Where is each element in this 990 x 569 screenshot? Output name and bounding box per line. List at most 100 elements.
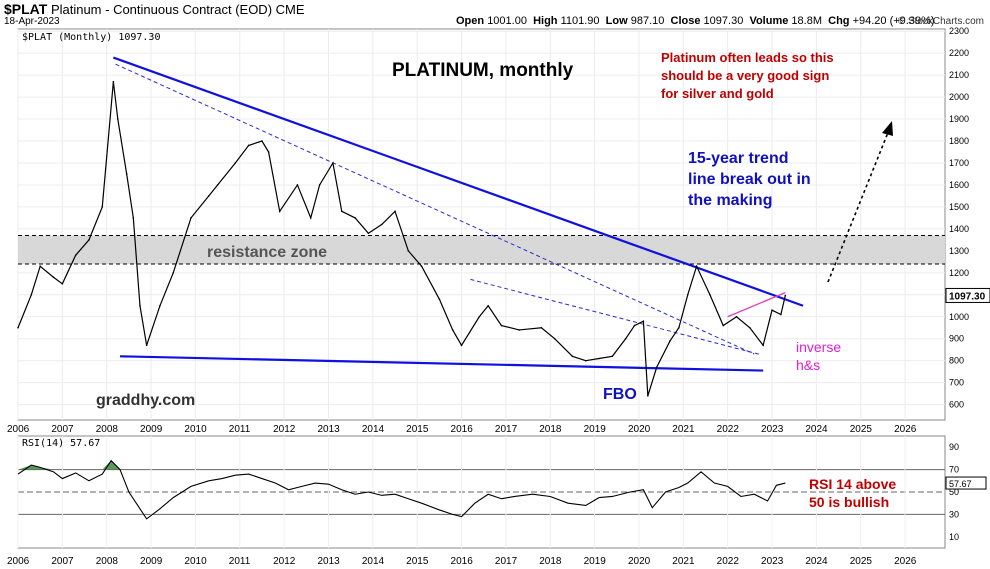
price-point (553, 337, 556, 340)
price-point (261, 140, 263, 142)
price-y-tick: 2000 (949, 92, 969, 102)
price-point (332, 162, 334, 164)
price-point (487, 304, 489, 307)
rsi-x-tick: 2006 (7, 556, 30, 567)
open-value: 1001.00 (487, 15, 527, 27)
price-point (407, 250, 410, 252)
chart-title: PLATINUM, monthly (392, 60, 574, 81)
price-point (267, 151, 270, 153)
price-y-tick: 800 (949, 356, 964, 366)
rsi-note-line-2: 50 is bullish (809, 494, 889, 510)
rsi-note-line-1: RSI 14 above (809, 476, 896, 492)
price-point (61, 283, 64, 285)
price-point (771, 309, 773, 311)
price-y-tick: 2100 (949, 70, 969, 80)
low-label: Low (605, 15, 628, 27)
chart-date: 18-Apr-2023 (4, 16, 60, 27)
price-x-tick: 2010 (184, 424, 207, 435)
price-point (190, 217, 192, 219)
price-point (309, 217, 312, 219)
price-point (438, 298, 441, 300)
price-y-tick: 1200 (949, 268, 969, 278)
rsi-overbought-fill (18, 460, 121, 470)
price-x-tick: 2018 (539, 424, 562, 435)
price-x-tick: 2026 (894, 424, 917, 435)
price-point (88, 239, 90, 241)
rsi-y-tick: 10 (949, 532, 959, 542)
trendline-2 (115, 63, 755, 355)
price-point (749, 326, 751, 329)
rsi-last-tag-box (945, 476, 987, 490)
price-y-tick: 1400 (949, 224, 969, 234)
close-value: 1097.30 (703, 15, 744, 27)
price-point (686, 293, 689, 296)
price-y-tick: 1300 (949, 246, 969, 256)
price-point (655, 366, 658, 369)
price-point (420, 265, 423, 268)
price-point (598, 357, 600, 360)
price-point (234, 162, 237, 164)
price-y-tick: 600 (949, 400, 964, 410)
close-label: Close (670, 15, 701, 27)
rsi-legend: RSI(14) 57.67 (22, 438, 100, 449)
chart-title-bar: $PLAT Platinum - Continuous Contract (EO… (4, 1, 305, 17)
rsi-x-tick: 2009 (140, 556, 163, 567)
price-point (669, 340, 671, 342)
price-legend: $PLAT (Monthly) 1097.30 (22, 32, 160, 43)
rsi-series-line (17, 459, 786, 520)
price-panel-frame (17, 28, 946, 421)
price-point (52, 276, 55, 279)
rsi-x-tick: 2007 (51, 556, 74, 567)
price-point (394, 210, 396, 213)
ohlc-summary: Open 1001.00 High 1101.90 Low 987.10 Clo… (456, 15, 935, 27)
price-point (478, 315, 481, 318)
trendline-4 (727, 291, 786, 318)
open-label: Open (456, 15, 485, 27)
price-point (278, 210, 281, 213)
rsi-y-tick: 50 (949, 487, 959, 497)
price-point (30, 293, 33, 296)
price-x-tick: 2009 (140, 424, 163, 435)
trend-note-line-2: the making (688, 192, 772, 209)
price-point (112, 80, 115, 83)
price-point (571, 355, 574, 358)
high-label: High (533, 15, 558, 27)
price-y-tick: 2200 (949, 48, 969, 58)
price-point (145, 344, 148, 347)
rsi-x-tick: 2020 (628, 556, 651, 567)
price-y-tick: 1900 (949, 114, 969, 124)
price-point (139, 304, 141, 307)
last-price-tag-box (945, 287, 990, 303)
exchange: CME (275, 2, 305, 17)
trendline-3 (470, 278, 759, 355)
price-y-tick: 1600 (949, 180, 969, 190)
price-point (354, 217, 356, 219)
price-y-tick: 2300 (949, 26, 969, 36)
rsi-x-tick: 2008 (96, 556, 119, 567)
trend-note-line-0: 15-year trend (688, 150, 789, 167)
price-point (340, 210, 343, 213)
rsi-x-tick: 2022 (717, 556, 740, 567)
price-x-tick: 2008 (96, 424, 119, 435)
price-point (207, 195, 210, 197)
price-x-tick: 2012 (273, 424, 296, 435)
rsi-x-tick: 2012 (273, 556, 296, 567)
watermark-graddhy: graddhy.com (96, 392, 195, 409)
price-y-tick: 1800 (949, 136, 969, 146)
trendline-0 (112, 56, 804, 307)
rsi-x-tick: 2014 (362, 556, 385, 567)
price-point (451, 329, 454, 331)
price-point (518, 329, 521, 331)
rsi-x-tick: 2017 (495, 556, 518, 567)
rsi-x-tick: 2016 (451, 556, 474, 567)
lead-note-line-1: should be a very good sign (661, 68, 829, 83)
price-y-tick: 900 (949, 334, 964, 344)
price-point (633, 324, 636, 327)
last-price-tag: 1097.30 (949, 291, 986, 302)
inverse-hs-label-1: inverse (796, 339, 841, 355)
projection-arrow-head (882, 121, 893, 136)
price-point (500, 324, 503, 327)
price-point (17, 326, 19, 329)
price-x-tick: 2011 (229, 424, 251, 435)
